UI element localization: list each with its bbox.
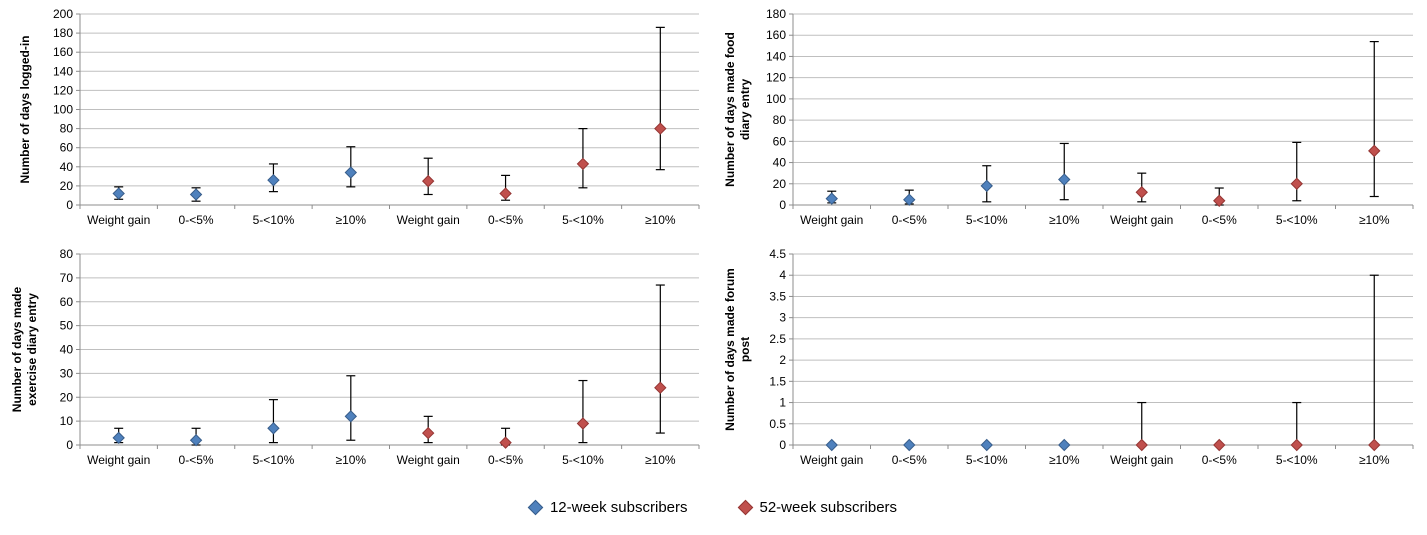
svg-text:0.5: 0.5 (769, 417, 786, 431)
svg-text:0-<5%: 0-<5% (892, 213, 927, 227)
svg-text:120: 120 (766, 71, 786, 85)
legend-label-12-week-subscribers: 12-week subscribers (549, 499, 688, 516)
svg-text:Weight gain: Weight gain (397, 213, 460, 227)
svg-text:2: 2 (779, 353, 786, 367)
svg-text:120: 120 (53, 83, 73, 97)
svg-text:≥10%: ≥10% (336, 213, 367, 227)
svg-text:exercise diary entry: exercise diary entry (25, 293, 39, 406)
svg-text:5-<10%: 5-<10% (253, 453, 295, 467)
svg-text:40: 40 (60, 343, 74, 357)
svg-text:Number of days made: Number of days made (10, 286, 24, 412)
chart-days-made-forum-post: 0 0.5 1 1.5 2 2.5 3 3.5 4 4.5 Weight gain 0-<5% 5-<1… (713, 240, 1427, 480)
svg-text:180: 180 (766, 7, 786, 21)
svg-text:≥10%: ≥10% (1049, 213, 1080, 227)
svg-text:5-<10%: 5-<10% (966, 213, 1008, 227)
svg-text:Weight gain: Weight gain (800, 453, 863, 467)
chart-days-made-food-diary-entry: 0 20 40 60 80 100 120 140 160 180 Weight gain 0-<5%… (713, 0, 1427, 240)
svg-text:5-<10%: 5-<10% (562, 453, 604, 467)
svg-text:160: 160 (53, 45, 73, 59)
svg-text:Number of days made food: Number of days made food (723, 32, 737, 187)
svg-text:post: post (738, 337, 752, 362)
svg-text:3: 3 (779, 311, 786, 325)
svg-text:180: 180 (53, 26, 73, 40)
svg-text:Weight gain: Weight gain (397, 453, 460, 467)
svg-text:1: 1 (779, 396, 786, 410)
svg-text:Weight gain: Weight gain (87, 213, 150, 227)
legend-item-12-week-subscribers: 12-week subscribers (527, 499, 688, 516)
svg-text:70: 70 (60, 271, 74, 285)
svg-text:80: 80 (60, 247, 74, 261)
svg-text:0-<5%: 0-<5% (488, 213, 523, 227)
legend-label-52-week-subscribers: 52-week subscribers (759, 499, 898, 516)
svg-text:2.5: 2.5 (769, 332, 786, 346)
svg-text:0-<5%: 0-<5% (179, 453, 214, 467)
svg-text:0-<5%: 0-<5% (1202, 213, 1237, 227)
svg-text:60: 60 (773, 134, 787, 148)
legend-item-52-week-subscribers: 52-week subscribers (737, 499, 898, 516)
svg-text:80: 80 (60, 122, 74, 136)
svg-text:80: 80 (773, 113, 787, 127)
svg-text:0: 0 (66, 198, 73, 212)
svg-text:30: 30 (60, 366, 74, 380)
svg-text:40: 40 (773, 156, 787, 170)
svg-text:160: 160 (766, 28, 786, 42)
svg-text:0: 0 (779, 438, 786, 452)
chart-days-made-food-diary-entry-canvas: 0 20 40 60 80 100 120 140 160 180 Weight gain 0-<5%… (723, 7, 1414, 227)
svg-text:0: 0 (66, 438, 73, 452)
svg-text:60: 60 (60, 141, 74, 155)
svg-text:5-<10%: 5-<10% (966, 453, 1008, 467)
svg-text:1.5: 1.5 (769, 374, 786, 388)
legend: 12-week subscribers 52-week subscribers (0, 480, 1427, 535)
svg-text:200: 200 (53, 7, 73, 21)
charts-grid: 0 20 40 60 80 100 120 140 160 180 200 Weight gain 0-… (0, 0, 1427, 480)
svg-text:Weight gain: Weight gain (800, 213, 863, 227)
chart-days-made-exercise-diary-entry-canvas: 0 10 20 30 40 50 60 70 80 Weight gain 0-<5% 5-<10% ≥… (10, 247, 700, 467)
svg-text:5-<10%: 5-<10% (1276, 213, 1318, 227)
svg-text:Weight gain: Weight gain (1110, 453, 1173, 467)
svg-text:≥10%: ≥10% (645, 453, 676, 467)
svg-text:100: 100 (766, 92, 786, 106)
svg-text:10: 10 (60, 414, 74, 428)
svg-text:0-<5%: 0-<5% (892, 453, 927, 467)
svg-text:≥10%: ≥10% (1359, 453, 1390, 467)
chart-days-logged-in: 0 20 40 60 80 100 120 140 160 180 200 Weight gain 0-… (0, 0, 713, 240)
chart-days-made-exercise-diary-entry: 0 10 20 30 40 50 60 70 80 Weight gain 0-<5% 5-<10% ≥… (0, 240, 713, 480)
chart-days-made-forum-post-canvas: 0 0.5 1 1.5 2 2.5 3 3.5 4 4.5 Weight gain 0-<5% 5-<1… (723, 247, 1414, 467)
svg-text:0-<5%: 0-<5% (1202, 453, 1237, 467)
svg-text:≥10%: ≥10% (645, 213, 676, 227)
chart-days-logged-in-canvas: 0 20 40 60 80 100 120 140 160 180 200 Weight gain 0-… (18, 7, 700, 227)
svg-text:60: 60 (60, 295, 74, 309)
svg-text:0: 0 (779, 198, 786, 212)
svg-text:50: 50 (60, 319, 74, 333)
svg-text:≥10%: ≥10% (336, 453, 367, 467)
svg-text:20: 20 (773, 177, 787, 191)
svg-text:Weight gain: Weight gain (1110, 213, 1173, 227)
svg-text:140: 140 (766, 49, 786, 63)
svg-text:5-<10%: 5-<10% (253, 213, 295, 227)
svg-text:4: 4 (779, 268, 786, 282)
svg-text:≥10%: ≥10% (1359, 213, 1390, 227)
svg-text:100: 100 (53, 103, 73, 117)
svg-text:diary entry: diary entry (738, 78, 752, 140)
svg-text:140: 140 (53, 64, 73, 78)
svg-text:≥10%: ≥10% (1049, 453, 1080, 467)
svg-text:0-<5%: 0-<5% (179, 213, 214, 227)
svg-text:3.5: 3.5 (769, 289, 786, 303)
svg-text:0-<5%: 0-<5% (488, 453, 523, 467)
svg-text:Number of days made forum: Number of days made forum (723, 268, 737, 431)
svg-text:Weight gain: Weight gain (87, 453, 150, 467)
svg-text:5-<10%: 5-<10% (562, 213, 604, 227)
svg-text:40: 40 (60, 160, 74, 174)
svg-text:20: 20 (60, 390, 74, 404)
red-diamond-icon (737, 499, 753, 516)
svg-text:Number of days logged-in: Number of days logged-in (18, 35, 32, 183)
svg-text:4.5: 4.5 (769, 247, 786, 261)
blue-diamond-icon (527, 499, 544, 516)
svg-text:5-<10%: 5-<10% (1276, 453, 1318, 467)
svg-text:20: 20 (60, 179, 74, 193)
